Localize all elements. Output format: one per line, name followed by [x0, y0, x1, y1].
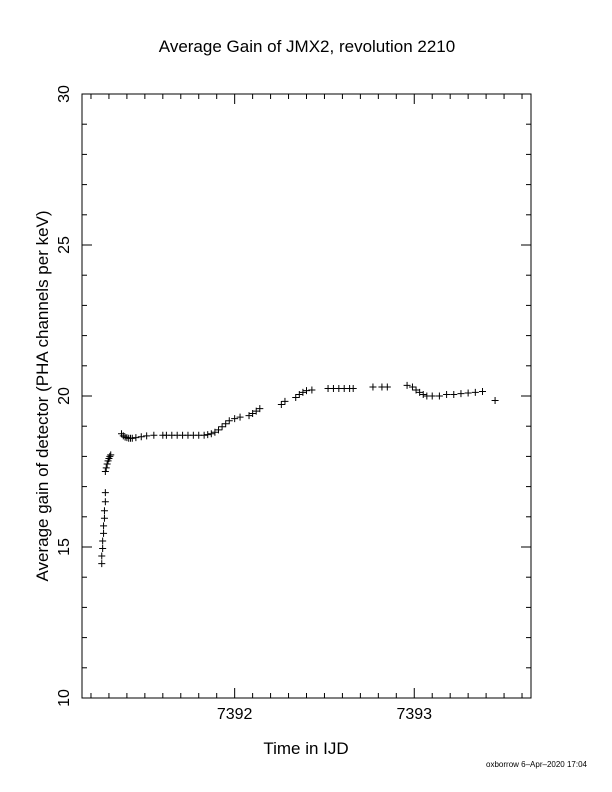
data-point — [200, 431, 208, 439]
y-tick-label: 10 — [56, 689, 73, 707]
y-tick-label: 20 — [56, 387, 73, 405]
data-point — [100, 514, 108, 522]
data-point — [99, 537, 107, 545]
data-point — [231, 415, 239, 423]
data-point — [252, 407, 260, 415]
data-point — [416, 388, 424, 396]
x-axis-label: Time in IJD — [263, 739, 348, 758]
plot-frame — [81, 93, 532, 699]
data-point — [479, 387, 487, 395]
data-point — [277, 400, 285, 408]
data-point — [214, 426, 222, 434]
data-point — [121, 433, 129, 441]
data-point — [103, 460, 111, 468]
data-point — [412, 386, 420, 394]
data-point — [443, 390, 451, 398]
data-point — [98, 552, 106, 560]
data-point — [100, 529, 108, 537]
data-point — [101, 498, 109, 506]
data-point — [102, 464, 110, 472]
plot-area — [81, 93, 532, 699]
data-point — [435, 392, 443, 400]
data-point — [132, 434, 140, 442]
data-point — [299, 388, 307, 396]
data-point — [383, 383, 391, 391]
y-tick-label: 25 — [56, 236, 73, 254]
data-point — [222, 420, 230, 428]
data-point — [403, 381, 411, 389]
y-tick-label: 30 — [56, 85, 73, 103]
data-point — [107, 451, 115, 459]
data-point — [119, 432, 127, 440]
data-point — [100, 522, 108, 530]
data-point — [106, 452, 114, 460]
data-point — [281, 397, 289, 405]
data-point — [98, 560, 106, 568]
data-point — [236, 413, 244, 421]
data-point — [464, 389, 472, 397]
data-point — [303, 387, 310, 395]
data-point — [450, 390, 458, 398]
data-point — [457, 390, 465, 398]
data-point — [428, 392, 436, 400]
data-point — [123, 434, 131, 442]
data-point — [204, 431, 212, 439]
axis-ticks — [82, 93, 531, 699]
x-tick-label: 7392 — [217, 706, 253, 723]
data-point — [101, 468, 109, 475]
data-point — [225, 417, 233, 425]
data-point — [295, 390, 303, 398]
data-point — [419, 390, 427, 398]
y-tick-label: 15 — [56, 538, 73, 556]
data-point — [249, 410, 257, 418]
data-points — [98, 381, 499, 568]
data-point — [211, 428, 219, 436]
x-tick-label: 7393 — [396, 706, 432, 723]
data-point — [369, 383, 377, 391]
data-point — [471, 388, 479, 396]
data-point — [100, 507, 108, 515]
data-point — [207, 430, 215, 438]
data-point — [128, 434, 136, 442]
data-point — [349, 384, 357, 392]
data-point — [218, 423, 226, 431]
data-point — [491, 397, 499, 405]
data-point — [245, 412, 253, 420]
data-point — [292, 394, 300, 402]
data-point — [308, 386, 316, 394]
data-point — [137, 433, 145, 441]
data-point — [101, 489, 109, 497]
footer-credit: oxborrow 6–Apr–2020 17:04 — [486, 760, 588, 769]
data-point — [150, 431, 158, 439]
tick-labels: 7392 7393 10 15 20 25 30 — [56, 85, 432, 723]
y-axis-label: Average gain of detector (PHA channels p… — [33, 210, 52, 581]
data-point — [408, 383, 416, 391]
data-point — [256, 405, 264, 413]
chart-title: Average Gain of JMX2, revolution 2210 — [159, 37, 455, 56]
data-point — [99, 545, 107, 553]
data-point — [143, 432, 151, 440]
